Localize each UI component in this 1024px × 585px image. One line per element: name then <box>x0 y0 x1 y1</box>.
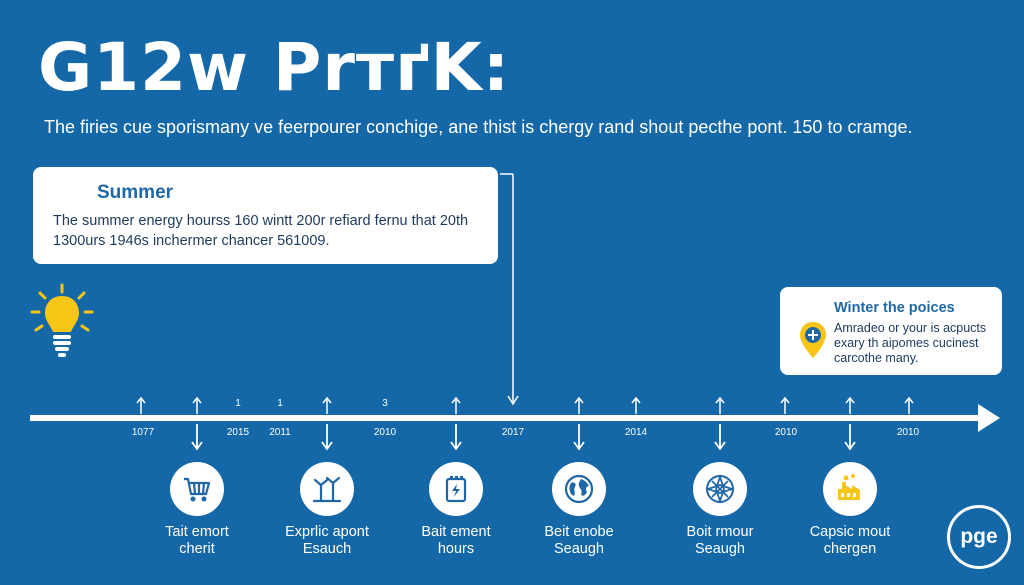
compass-icon <box>705 474 735 504</box>
milestone-shopping-cart <box>170 462 224 516</box>
summer-card-body: The summer energy hourss 160 wintt 200r … <box>53 211 478 251</box>
summer-card: Summer The summer energy hourss 160 wint… <box>33 167 498 264</box>
wind-turbine-icon <box>312 476 342 503</box>
winter-card-title: Winter the poices <box>834 300 955 316</box>
tick-year-label: 2010 <box>896 427 920 438</box>
milestone-battery <box>429 462 483 516</box>
milestone-label: Exprlic apont Esauch <box>285 524 369 557</box>
page-subtitle: The firies cue sporismany ve feerpourer … <box>44 117 913 137</box>
winter-card-line: carcothe many. <box>834 351 919 365</box>
summer-card-line: 1300urs 1946s inchermer chancer 561009. <box>53 233 330 249</box>
location-pin-icon <box>800 322 826 358</box>
milestone-globe <box>552 462 606 516</box>
timeline-arrowhead <box>978 404 1000 432</box>
lightbulb-icon <box>30 283 94 357</box>
factory-icon <box>838 474 860 500</box>
down-arrows <box>191 424 856 451</box>
milestone-label: Capsic mout chergen <box>809 524 891 557</box>
milestone-label: Beit enobe Seaugh <box>544 524 614 557</box>
tick-year-label: 1077 <box>131 427 155 438</box>
milestone-label: Tait emort cherit <box>165 524 229 557</box>
battery-icon <box>445 476 467 503</box>
tick-top-label: 1 <box>235 398 241 409</box>
pge-logo: pge <box>947 505 1011 569</box>
tick-year-label: 2014 <box>624 427 648 438</box>
milestone-label: Bait ement hours <box>421 524 491 557</box>
page-title: G12w PrтґK: <box>38 29 511 106</box>
winter-card-body: Amradeo or your is acpucts exary th aipo… <box>834 321 988 366</box>
tick-year-label: 2017 <box>501 427 525 438</box>
tick-year-label: 2015 <box>226 427 250 438</box>
milestone-compass <box>693 462 747 516</box>
summer-card-line: The summer energy hourss 160 wintt 200r … <box>53 213 469 229</box>
winter-card-line: exary th aipomes cucinest <box>834 336 979 350</box>
up-ticks <box>136 396 914 414</box>
summer-connector-arrow <box>507 395 519 406</box>
winter-card: Winter the poices Amradeo or your is acp… <box>780 287 1002 375</box>
tick-top-label: 3 <box>382 398 388 409</box>
milestone-label: Boit rmour Seaugh <box>686 524 754 557</box>
winter-card-line: Amradeo or your is acpucts <box>834 321 987 335</box>
tick-top-label: 1 <box>277 398 283 409</box>
milestone-factory <box>823 462 877 516</box>
tick-year-label: 2010 <box>774 427 798 438</box>
summer-card-title: Summer <box>97 182 174 203</box>
tick-year-label: 2011 <box>269 427 291 438</box>
tick-year-label: 2010 <box>373 427 397 438</box>
globe-icon <box>564 474 594 504</box>
milestone-wind-turbine <box>300 462 354 516</box>
shopping-cart-icon <box>184 477 211 502</box>
